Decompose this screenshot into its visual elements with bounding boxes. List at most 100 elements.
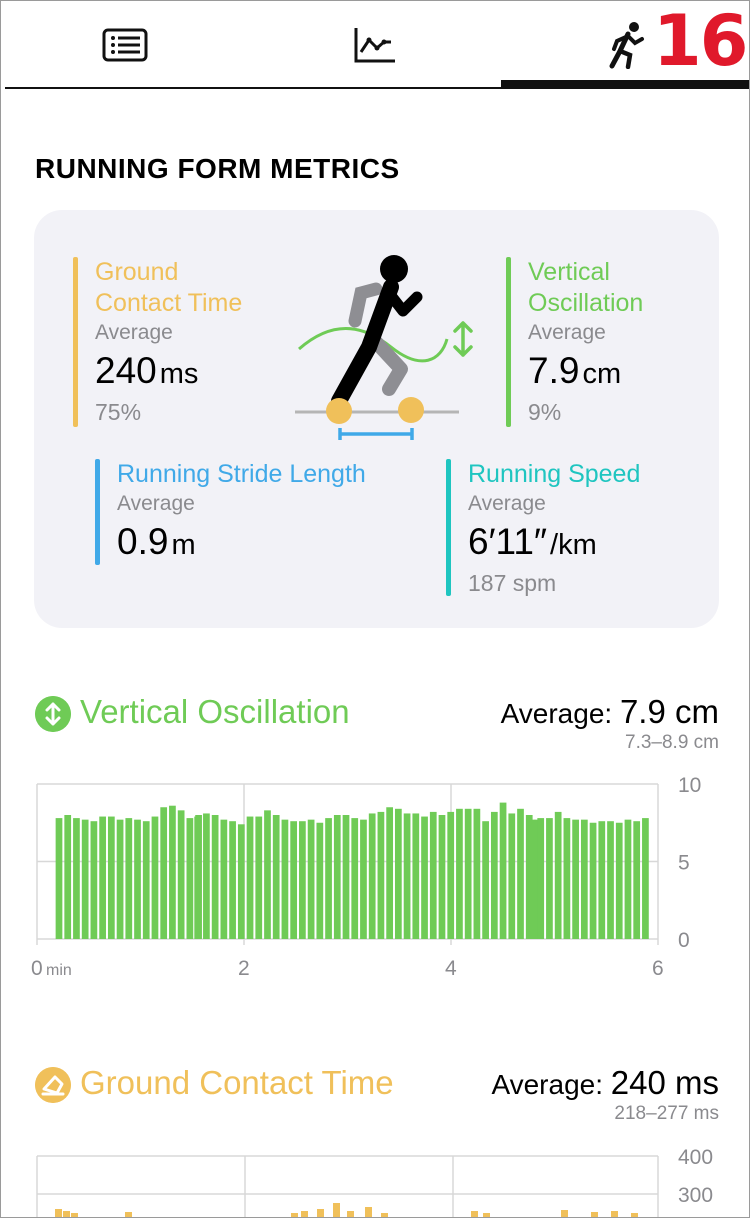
section-title: RUNNING FORM METRICS <box>35 153 400 184</box>
chart-bar <box>301 1211 308 1217</box>
metric-name: Ground Contact Time <box>95 258 243 317</box>
chart-bar <box>499 802 507 939</box>
chart-bar <box>194 816 202 939</box>
list-icon <box>102 28 148 62</box>
chart-bar <box>537 818 545 939</box>
chart-bar <box>517 808 524 939</box>
chart-bar <box>360 819 367 939</box>
y-tick-label: 400 <box>678 1146 713 1169</box>
chart-bar <box>333 815 341 939</box>
chart-bar <box>473 808 481 939</box>
chart-bar <box>63 1211 70 1217</box>
x-tick-label: 0 <box>31 957 43 980</box>
chart-bar <box>447 811 455 939</box>
ground-contact-time-header[interactable]: Ground Contact Time Average: 240 ms 218–… <box>35 1064 719 1137</box>
chart-bar <box>290 821 298 939</box>
metric-color-bar <box>95 459 100 565</box>
metric-cadence: 187 spm <box>468 570 557 596</box>
chart-bar <box>55 1209 62 1217</box>
chart-bar <box>572 819 579 939</box>
chart-bar <box>633 821 641 939</box>
chart-bar <box>611 1211 618 1217</box>
chart-bar <box>589 822 597 939</box>
chart-title: Ground Contact Time <box>80 1064 394 1101</box>
chart-range: 218–277 ms <box>614 1103 719 1124</box>
vertical-arrows-icon <box>35 696 71 732</box>
chart-bar <box>264 810 271 939</box>
chart-bar <box>64 815 72 939</box>
metric-sub-label: Average <box>95 321 173 344</box>
chart-bar <box>591 1212 598 1217</box>
running-form-card <box>34 210 719 628</box>
metric-value: 7.9 cm <box>528 350 622 391</box>
metric-ground-contact-time[interactable]: Ground Contact Time Average 240 ms 75% <box>73 257 243 427</box>
chart-bar <box>125 1212 132 1217</box>
chart-bar <box>55 818 63 939</box>
metric-running-speed[interactable]: Running Speed Average 6′11″/km 187 spm <box>446 459 640 597</box>
metric-value: 0.9 m <box>117 521 196 562</box>
chart-bar <box>347 1211 354 1217</box>
x-tick-label: 6 <box>652 957 664 980</box>
chart-bar <box>317 1209 324 1217</box>
metric-vertical-oscillation[interactable]: Vertical Oscillation Average 7.9 cm 9% <box>506 257 643 427</box>
chart-bar <box>142 821 150 939</box>
tab-charts[interactable] <box>251 1 499 89</box>
chart-bar <box>598 821 606 939</box>
chart-bar <box>368 813 376 939</box>
metric-percent: 75% <box>95 399 142 425</box>
chart-bar <box>237 824 245 939</box>
chart-bar <box>615 822 623 939</box>
chart-bar <box>365 1207 372 1217</box>
chart-bar <box>438 815 446 939</box>
chart-bar <box>394 808 402 939</box>
chart-bar <box>471 1211 478 1217</box>
metric-name: Running Stride Length <box>117 460 366 488</box>
chart-bar <box>307 819 315 939</box>
chart-bar <box>203 813 210 939</box>
chart-bar <box>563 818 571 939</box>
chart-bar <box>325 818 332 939</box>
x-tick-label: 2 <box>238 957 250 980</box>
chart-range: 7.3–8.9 cm <box>625 732 719 753</box>
chart-bar <box>333 1203 340 1217</box>
chart-average: Average: 7.9 cm <box>500 693 719 730</box>
tab-running-form[interactable] <box>501 1 749 89</box>
y-tick-label: 10 <box>678 774 701 797</box>
chart-bar <box>624 819 632 939</box>
metric-sub-label: Average <box>468 492 546 515</box>
chart-bar <box>351 818 359 939</box>
vertical-oscillation-header[interactable]: Vertical Oscillation Average: 7.9 cm 7.3… <box>35 693 719 766</box>
page-number-badge: 16 <box>653 0 748 82</box>
metric-color-bar <box>506 257 511 427</box>
metric-sub-label: Average <box>528 321 606 344</box>
chart-bar <box>177 810 185 939</box>
y-tick-label: 0 <box>678 929 690 952</box>
metric-percent: 9% <box>528 399 562 425</box>
chart-bar <box>381 1213 388 1217</box>
y-tick-label: 300 <box>678 1184 713 1207</box>
chart-bar <box>90 821 98 939</box>
chart-average: Average: 240 ms <box>491 1064 719 1101</box>
metric-name: Running Speed <box>468 460 641 488</box>
chart-bar <box>456 808 463 939</box>
tab-bar: 16 <box>1 0 749 93</box>
chart-bar <box>291 1213 298 1217</box>
chart-bar <box>403 813 411 939</box>
chart-bar <box>107 816 115 939</box>
tab-divider <box>5 87 501 89</box>
chart-bar <box>377 811 385 939</box>
metric-sub-label: Average <box>117 492 195 515</box>
chart-bar <box>81 819 89 939</box>
metric-stride-length[interactable]: Running Stride Length Average 0.9 m <box>95 459 366 569</box>
chart-bar <box>412 813 420 939</box>
chart-bar <box>386 807 393 939</box>
tab-summary[interactable] <box>1 1 249 89</box>
chart-bar <box>316 822 324 939</box>
chart-bar <box>71 1213 78 1217</box>
metric-color-bar <box>73 257 78 427</box>
chart-bar <box>482 821 489 939</box>
chart-bar <box>607 821 614 939</box>
